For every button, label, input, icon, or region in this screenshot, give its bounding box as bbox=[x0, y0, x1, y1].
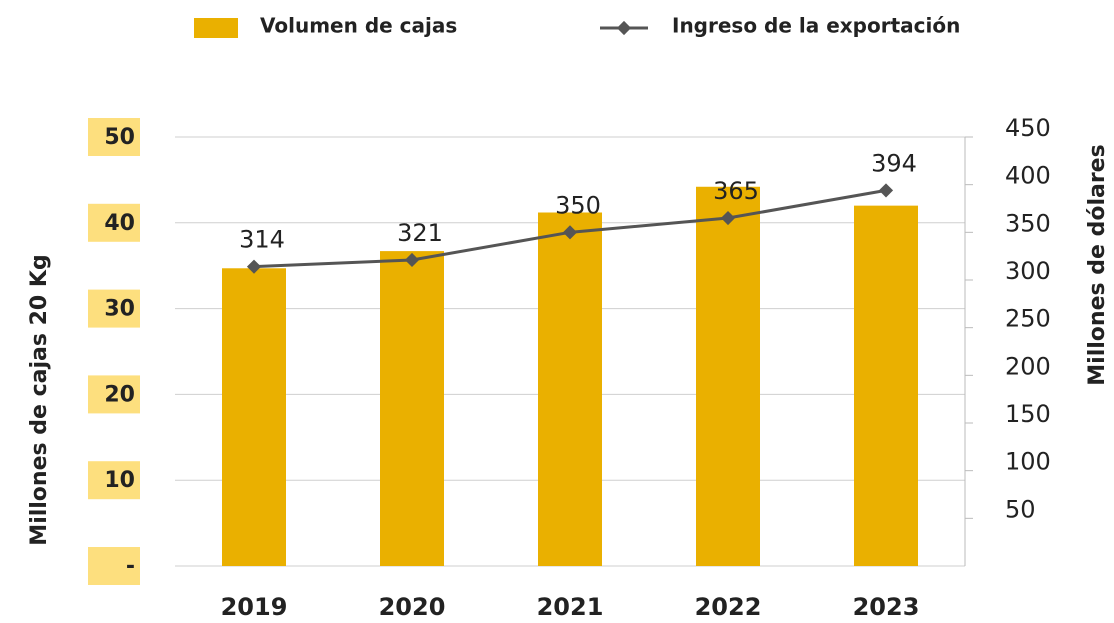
y2-axis-title: Millones de dólares bbox=[1085, 144, 1110, 385]
bar bbox=[222, 268, 286, 566]
y-tick-label: 50 bbox=[104, 125, 135, 150]
bar bbox=[854, 205, 918, 566]
y-tick-box bbox=[88, 289, 140, 328]
y2-tick-label: 250 bbox=[1005, 305, 1051, 333]
y-tick-box bbox=[88, 461, 140, 500]
data-label: 394 bbox=[871, 149, 917, 177]
data-label: 321 bbox=[397, 219, 443, 247]
x-tick-label: 2019 bbox=[221, 593, 288, 621]
y2-tick-label: 350 bbox=[1005, 209, 1051, 237]
line-marker bbox=[878, 183, 894, 198]
y-tick-box bbox=[88, 118, 140, 156]
y-tick-label: 10 bbox=[104, 468, 135, 493]
y2-tick-label: 200 bbox=[1005, 352, 1051, 380]
data-label: 365 bbox=[713, 177, 759, 205]
y-tick-box bbox=[88, 375, 140, 414]
x-tick-label: 2023 bbox=[853, 593, 920, 621]
bar bbox=[380, 251, 444, 566]
line-marker bbox=[562, 225, 578, 240]
y-tick-box bbox=[88, 547, 140, 585]
y2-tick-label: 150 bbox=[1005, 400, 1051, 428]
y-tick-label: - bbox=[126, 554, 135, 579]
legend-swatch bbox=[194, 18, 238, 38]
legend-label: Ingreso de la exportación bbox=[672, 14, 960, 38]
line-marker bbox=[246, 259, 262, 274]
y-tick-label: 20 bbox=[104, 382, 135, 407]
y2-tick-label: 450 bbox=[1005, 114, 1051, 142]
x-tick-label: 2022 bbox=[695, 593, 762, 621]
y-tick-label: 30 bbox=[104, 297, 135, 322]
y2-tick-label: 100 bbox=[1005, 448, 1051, 476]
x-tick-label: 2020 bbox=[379, 593, 446, 621]
y2-tick-label: 400 bbox=[1005, 162, 1051, 190]
y-tick-label: 40 bbox=[104, 211, 135, 236]
y2-tick-label: 300 bbox=[1005, 257, 1051, 285]
x-tick-label: 2021 bbox=[537, 593, 604, 621]
data-label: 350 bbox=[555, 191, 601, 219]
bar bbox=[538, 212, 602, 566]
bar bbox=[696, 186, 760, 566]
y-axis-title: Millones de cajas 20 Kg bbox=[27, 254, 52, 545]
y2-tick-label: 50 bbox=[1005, 495, 1036, 523]
legend-marker bbox=[616, 20, 632, 36]
legend-label: Volumen de cajas bbox=[260, 14, 457, 38]
data-label: 314 bbox=[239, 226, 285, 254]
line-marker bbox=[720, 210, 736, 226]
y-tick-box bbox=[88, 203, 140, 242]
